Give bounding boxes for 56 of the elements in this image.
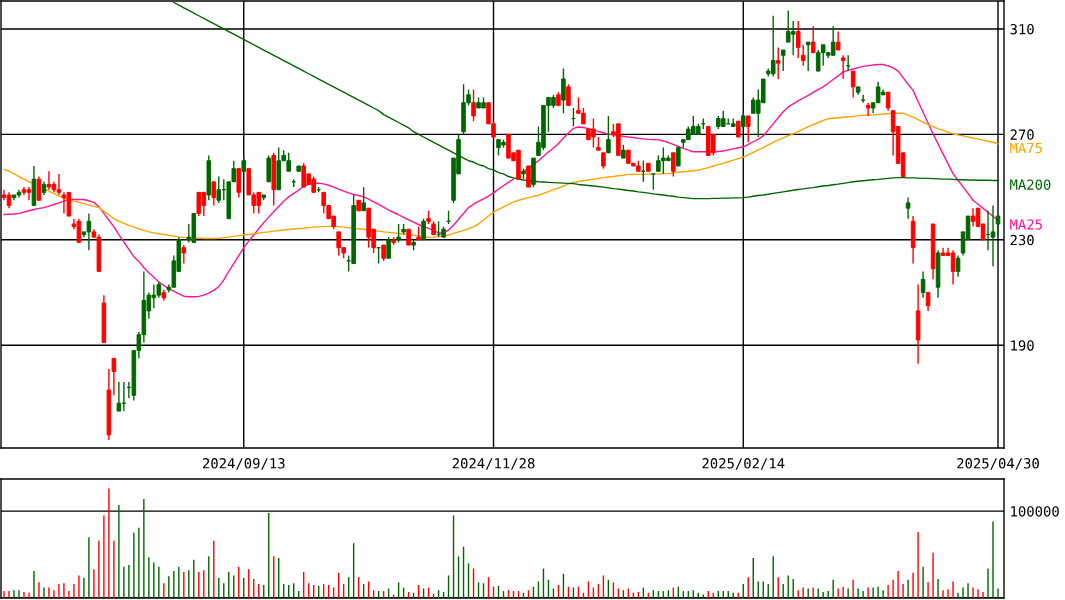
candlestick bbox=[181, 244, 187, 265]
candlestick bbox=[775, 46, 781, 80]
series-label: MA25 bbox=[1010, 219, 1042, 230]
candlestick bbox=[116, 381, 122, 412]
candlestick bbox=[745, 115, 751, 143]
candlestick bbox=[526, 165, 531, 188]
candlestick bbox=[676, 147, 681, 167]
candlestick bbox=[885, 91, 891, 112]
candlestick bbox=[805, 41, 811, 72]
y-tick-label: 230 bbox=[1010, 234, 1034, 246]
candlestick bbox=[810, 25, 816, 54]
candlestick bbox=[236, 167, 242, 199]
candlestick bbox=[396, 223, 401, 244]
candlestick bbox=[561, 67, 566, 114]
candlestick bbox=[196, 191, 202, 217]
x-tick-label: 2025/04/30 bbox=[957, 458, 1039, 470]
candlestick bbox=[850, 70, 856, 99]
y-tick-label: 270 bbox=[1010, 129, 1034, 140]
candlestick bbox=[905, 196, 911, 220]
y-tick-label: 100000 bbox=[1011, 506, 1059, 517]
candlestick bbox=[995, 215, 1001, 236]
candlestick bbox=[990, 204, 996, 267]
y-tick-label: 190 bbox=[1011, 340, 1034, 351]
candlestick bbox=[421, 218, 426, 241]
candlestick bbox=[216, 175, 222, 204]
candlestick bbox=[361, 186, 366, 212]
candlestick bbox=[800, 44, 806, 67]
candlestick bbox=[671, 152, 676, 178]
candlestick bbox=[950, 249, 956, 286]
candlestick bbox=[795, 20, 801, 59]
candlestick bbox=[26, 186, 32, 201]
candlestick bbox=[970, 207, 976, 228]
candlestick bbox=[46, 170, 52, 191]
candlestick bbox=[790, 20, 796, 56]
candlestick bbox=[830, 25, 836, 56]
candlestick bbox=[770, 15, 776, 78]
candlestick bbox=[860, 94, 866, 104]
candlestick bbox=[780, 49, 786, 72]
candlestick bbox=[840, 54, 846, 80]
x-tick-label: 2024/11/28 bbox=[452, 458, 535, 470]
series-label: MA75 bbox=[1010, 142, 1042, 154]
candlestick bbox=[386, 236, 391, 259]
candlestick bbox=[865, 102, 871, 117]
candlestick bbox=[566, 83, 571, 107]
candlestick bbox=[835, 30, 841, 51]
line-series bbox=[173, 1, 999, 200]
x-tick-label: 2025/02/14 bbox=[702, 458, 785, 470]
candlestick bbox=[211, 181, 217, 207]
series-label: MA200 bbox=[1010, 179, 1051, 190]
x-tick-label: 2024/09/13 bbox=[202, 458, 285, 470]
candlestick bbox=[606, 115, 611, 154]
candlestick bbox=[471, 88, 476, 122]
candlestick bbox=[920, 270, 926, 299]
candlestick bbox=[925, 291, 931, 312]
candlestick bbox=[266, 154, 272, 183]
y-tick-label: 310 bbox=[1010, 23, 1034, 35]
